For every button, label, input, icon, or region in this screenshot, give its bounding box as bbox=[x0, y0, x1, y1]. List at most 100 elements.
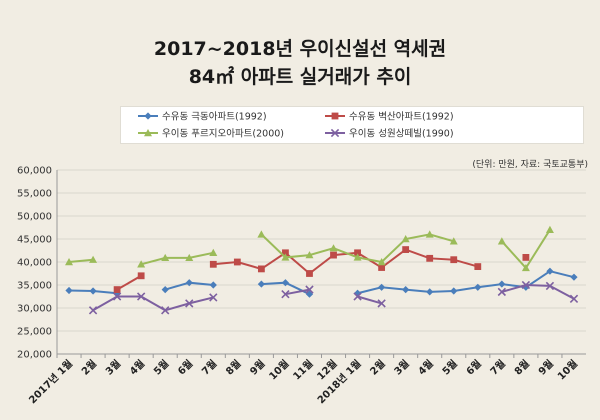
x-tick-label: 9월 bbox=[248, 358, 268, 378]
y-tick-label: 30,000 bbox=[17, 304, 52, 315]
data-point bbox=[378, 283, 386, 291]
data-point bbox=[257, 230, 266, 238]
y-tick-label: 45,000 bbox=[17, 235, 52, 246]
data-point bbox=[89, 287, 97, 295]
data-point bbox=[281, 290, 290, 299]
data-point bbox=[522, 254, 530, 261]
data-point bbox=[185, 299, 194, 308]
data-point bbox=[137, 260, 146, 268]
data-point bbox=[353, 253, 362, 261]
data-point bbox=[305, 285, 314, 294]
data-point bbox=[185, 253, 194, 262]
data-point bbox=[450, 256, 458, 264]
data-point bbox=[89, 255, 98, 263]
data-point bbox=[402, 246, 410, 253]
data-point bbox=[209, 293, 218, 302]
legend-marker bbox=[331, 112, 339, 120]
x-tick-label: 10월 bbox=[267, 358, 292, 383]
series-line bbox=[357, 270, 575, 295]
series-line bbox=[140, 251, 214, 266]
data-point bbox=[570, 273, 578, 281]
series-line bbox=[501, 283, 575, 300]
x-tick-label: 6월 bbox=[175, 358, 195, 378]
series-line bbox=[92, 295, 214, 312]
data-point bbox=[425, 230, 434, 238]
x-tick-label: 5월 bbox=[440, 358, 460, 378]
data-point bbox=[137, 272, 145, 280]
x-tick-label: 7월 bbox=[488, 358, 508, 378]
data-point bbox=[377, 258, 386, 266]
legend-label: 수유동 벽산아파트(1992) bbox=[349, 112, 454, 123]
data-point bbox=[209, 281, 217, 289]
data-point bbox=[113, 286, 121, 293]
data-point bbox=[306, 270, 313, 277]
unit-note: (단위: 만원, 자료: 국토교통부) bbox=[472, 160, 588, 170]
series-line bbox=[68, 258, 94, 263]
data-point bbox=[354, 249, 361, 257]
data-point bbox=[65, 286, 73, 295]
data-point bbox=[282, 249, 289, 257]
data-point bbox=[112, 292, 122, 301]
x-tick-label: 9월 bbox=[536, 358, 556, 378]
x-tick-label: 2017년 1월 bbox=[26, 357, 75, 406]
legend-label: 우이동 성원상떼빌(1990) bbox=[349, 129, 454, 140]
data-point bbox=[474, 283, 482, 291]
data-point bbox=[545, 281, 555, 291]
data-point bbox=[161, 306, 170, 315]
data-point bbox=[497, 237, 506, 245]
data-point bbox=[426, 288, 434, 296]
data-point bbox=[305, 251, 314, 259]
x-tick-label: 3월 bbox=[392, 358, 412, 378]
data-point bbox=[257, 280, 265, 288]
data-point bbox=[426, 254, 434, 262]
legend-marker bbox=[144, 112, 152, 120]
x-tick-label: 7월 bbox=[199, 358, 219, 378]
y-tick-label: 20,000 bbox=[17, 350, 52, 361]
series-line bbox=[116, 274, 142, 291]
chart-subtitle: 84㎡ 아파트 실거래가 추이 bbox=[188, 66, 412, 88]
data-point bbox=[545, 225, 554, 233]
data-point bbox=[546, 267, 554, 275]
data-point bbox=[65, 258, 74, 266]
data-point bbox=[305, 290, 314, 298]
series-line bbox=[285, 288, 310, 296]
data-point bbox=[113, 289, 121, 297]
legend-label: 수유동 극동아파트(1992) bbox=[162, 112, 267, 123]
data-point bbox=[185, 279, 193, 287]
x-tick-label: 11월 bbox=[291, 358, 316, 383]
data-point bbox=[498, 280, 506, 288]
data-point bbox=[329, 244, 338, 252]
x-tick-label: 10월 bbox=[555, 358, 580, 383]
data-point bbox=[474, 263, 482, 270]
data-point bbox=[378, 264, 386, 271]
y-tick-label: 50,000 bbox=[17, 212, 52, 223]
legend-label: 우이동 푸르지오아파트(2000) bbox=[162, 129, 284, 140]
data-point bbox=[330, 251, 337, 259]
series-line bbox=[213, 248, 479, 275]
legend-marker bbox=[144, 129, 152, 137]
data-point bbox=[281, 253, 290, 261]
y-tick-label: 60,000 bbox=[17, 166, 52, 177]
data-point bbox=[209, 260, 217, 268]
legend-marker bbox=[330, 128, 340, 138]
x-tick-label: 8월 bbox=[512, 358, 532, 378]
data-point bbox=[233, 258, 241, 266]
y-tick-label: 35,000 bbox=[17, 281, 52, 292]
data-point bbox=[377, 299, 386, 308]
x-tick-label: 3월 bbox=[103, 358, 123, 378]
chart-legend bbox=[120, 106, 584, 144]
data-point bbox=[209, 248, 218, 256]
x-tick-label: 5월 bbox=[151, 358, 171, 378]
data-point bbox=[257, 265, 265, 273]
x-tick-label: 4월 bbox=[416, 358, 436, 378]
data-point bbox=[449, 237, 458, 245]
x-tick-label: 2월 bbox=[368, 358, 388, 378]
data-point bbox=[281, 279, 290, 287]
data-point bbox=[401, 235, 410, 243]
series-line bbox=[357, 295, 382, 305]
data-point bbox=[521, 280, 531, 290]
data-point bbox=[161, 253, 170, 262]
x-tick-label: 2월 bbox=[79, 358, 99, 378]
data-point bbox=[402, 286, 410, 294]
